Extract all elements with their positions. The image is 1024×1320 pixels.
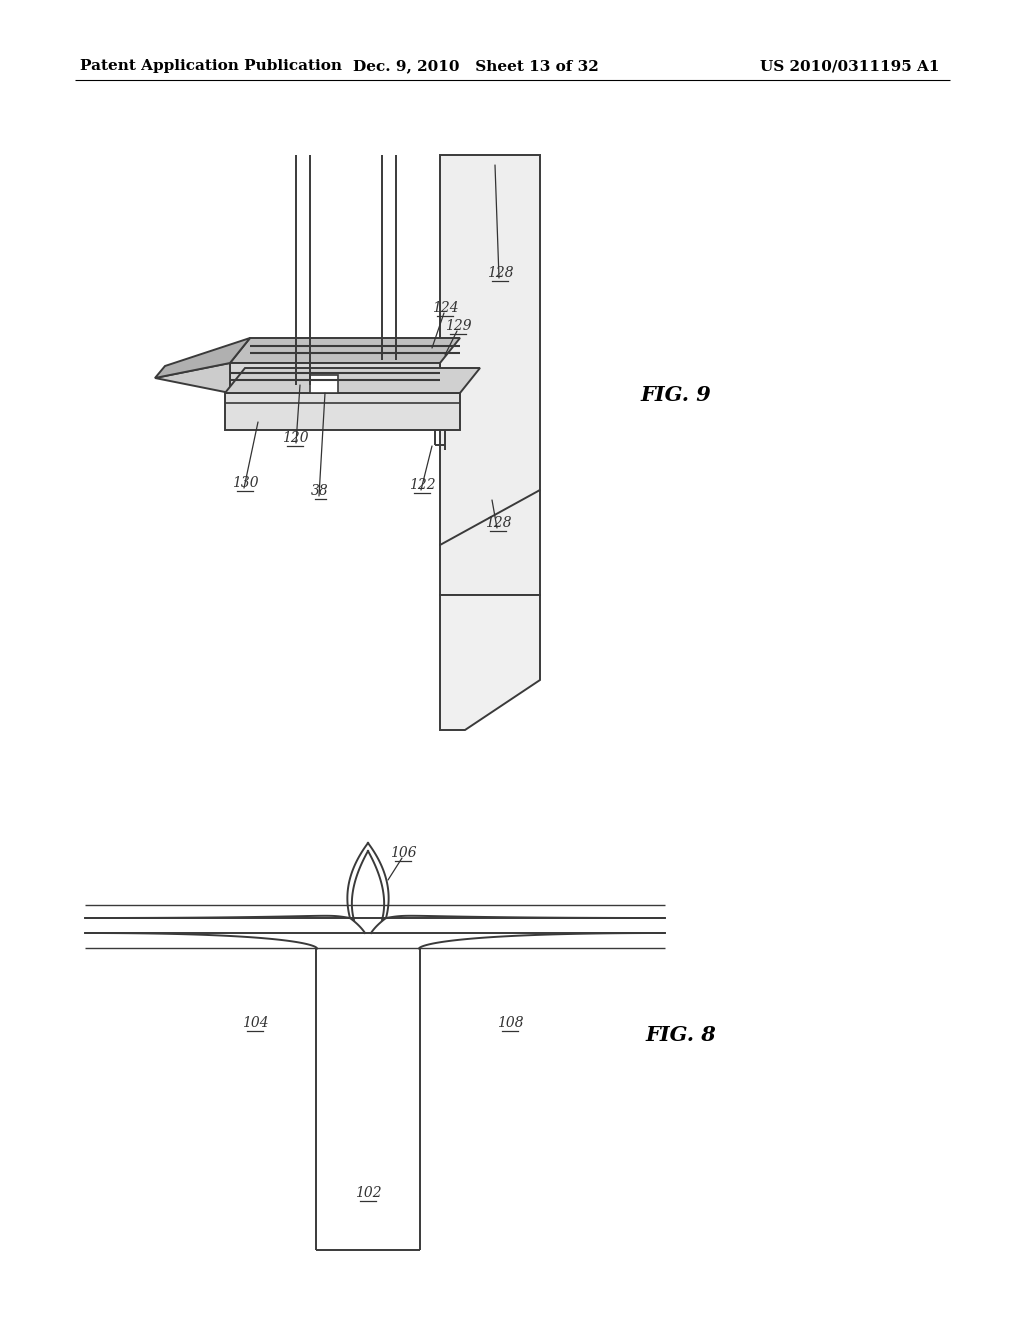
Polygon shape [155,338,250,378]
Text: 120: 120 [282,432,308,445]
Text: Patent Application Publication: Patent Application Publication [80,59,342,73]
Text: 104: 104 [242,1016,268,1030]
Polygon shape [225,393,460,430]
Polygon shape [440,490,540,595]
Text: 102: 102 [354,1185,381,1200]
Text: 122: 122 [409,478,435,492]
Polygon shape [230,338,460,363]
Text: 106: 106 [390,846,417,861]
Text: 130: 130 [231,477,258,490]
Text: 129: 129 [444,319,471,333]
Text: 128: 128 [486,267,513,280]
Text: FIG. 8: FIG. 8 [645,1026,716,1045]
Polygon shape [440,595,540,730]
Text: US 2010/0311195 A1: US 2010/0311195 A1 [760,59,939,73]
Text: Dec. 9, 2010   Sheet 13 of 32: Dec. 9, 2010 Sheet 13 of 32 [353,59,599,73]
Polygon shape [225,368,480,393]
Text: 128: 128 [484,516,511,531]
Polygon shape [155,363,230,393]
Bar [310,375,338,393]
Text: 108: 108 [497,1016,523,1030]
Text: 38: 38 [311,484,329,498]
Polygon shape [440,154,540,545]
Text: FIG. 9: FIG. 9 [640,385,711,405]
Text: 124: 124 [432,301,459,315]
Polygon shape [230,363,440,393]
